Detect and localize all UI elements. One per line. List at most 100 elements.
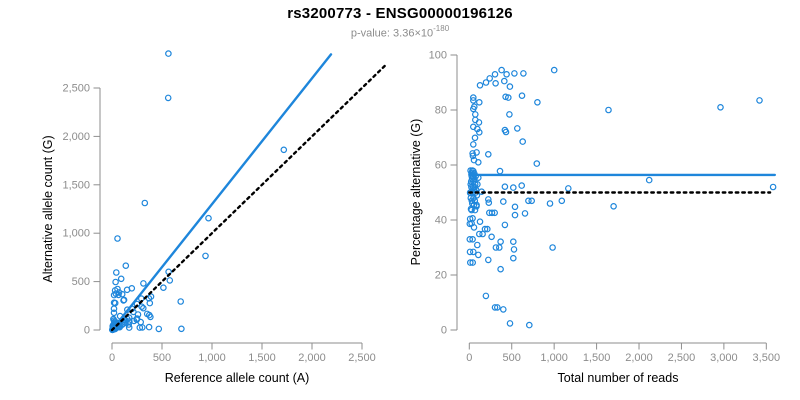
y-tick-label: 20: [435, 270, 447, 282]
data-point: [488, 209, 496, 217]
x-tick-label: 0: [109, 352, 115, 364]
data-point: [502, 128, 510, 136]
data-point: [482, 292, 490, 300]
data-point: [136, 324, 144, 331]
data-point: [525, 197, 532, 205]
data-point: [504, 94, 512, 101]
data-point: [502, 93, 509, 101]
data-point: [483, 225, 491, 233]
data-point: [280, 146, 288, 154]
data-point: [145, 323, 153, 331]
data-point: [476, 82, 484, 89]
data-point: [479, 230, 486, 238]
y-tick-label: 80: [435, 105, 447, 117]
y-tick-label: 40: [435, 215, 447, 227]
p-value-mantissa: 3.36×10: [393, 27, 434, 40]
data-point: [503, 71, 510, 78]
data-point: [467, 205, 475, 213]
data-point: [469, 167, 476, 174]
data-point: [645, 176, 653, 184]
data-point: [125, 324, 133, 331]
data-point: [122, 262, 130, 270]
data-point: [518, 182, 526, 189]
data-point: [128, 284, 136, 292]
data-point: [469, 94, 477, 101]
data-point: [466, 236, 474, 243]
p-value-label: p-value:: [350, 27, 394, 40]
data-point: [495, 244, 503, 251]
data-point: [164, 94, 172, 102]
data-point: [469, 236, 476, 243]
data-point: [473, 203, 480, 210]
data-point: [202, 252, 209, 260]
data-point: [519, 138, 527, 145]
left-x-axis-title: Reference allele count (A): [165, 371, 310, 385]
data-point: [501, 221, 509, 229]
x-tick-label: 1,000: [540, 352, 568, 364]
data-point: [509, 184, 517, 191]
data-point: [473, 149, 480, 156]
data-point: [117, 275, 125, 283]
data-point: [469, 105, 477, 113]
data-point: [499, 306, 507, 313]
data-point: [528, 197, 536, 205]
data-point: [499, 198, 507, 205]
data-point: [511, 70, 518, 77]
data-point: [509, 238, 517, 246]
data-point: [155, 325, 163, 333]
y-tick-label: 1,500: [62, 179, 90, 191]
data-point: [496, 167, 504, 175]
figure-title: rs3200773 - ENSG00000196126: [287, 5, 513, 22]
data-point: [147, 313, 154, 321]
data-point: [473, 241, 481, 249]
data-point: [471, 116, 479, 124]
y-tick-label: 0: [84, 325, 90, 337]
data-point: [491, 71, 499, 78]
identity-line: [110, 64, 387, 332]
left-y-axis-title: Alternative allele count (G): [41, 135, 55, 282]
data-point: [497, 265, 504, 273]
data-point: [140, 280, 147, 287]
data-point: [511, 211, 519, 219]
y-tick-label: 0: [441, 325, 447, 337]
data-point: [469, 152, 477, 160]
data-point: [493, 304, 501, 311]
x-tick-label: 2,000: [298, 352, 326, 364]
data-point: [160, 284, 167, 292]
data-point: [500, 77, 508, 85]
data-point: [769, 183, 777, 191]
data-point: [474, 159, 482, 166]
y-tick-label: 2,500: [62, 83, 90, 95]
data-point: [469, 97, 477, 104]
data-point: [471, 134, 479, 142]
data-point: [469, 248, 477, 256]
data-point: [484, 151, 492, 158]
data-point: [126, 318, 133, 325]
data-point: [491, 304, 499, 311]
data-point: [610, 203, 617, 210]
data-point: [475, 99, 483, 106]
x-tick-label: 1,500: [248, 352, 276, 364]
data-point: [476, 218, 484, 226]
x-tick-label: 2,500: [348, 352, 376, 364]
right-x-axis-title: Total number of reads: [558, 371, 679, 385]
data-point: [146, 299, 154, 307]
data-point: [506, 83, 514, 90]
x-tick-label: 0: [466, 352, 472, 364]
data-point: [605, 106, 612, 114]
data-point: [138, 303, 146, 311]
data-point: [473, 125, 481, 133]
x-tick-label: 1,500: [583, 352, 611, 364]
right-panel-percentage: 0 500 1,000 1,500 2,000 2,500 3,000 3,500 0 20 40 6…: [429, 50, 780, 365]
data-point: [466, 220, 474, 228]
data-point: [471, 206, 479, 214]
x-tick-label: 3,000: [710, 352, 738, 364]
data-point: [549, 244, 556, 251]
data-point: [114, 285, 121, 293]
fit-line: [110, 53, 333, 332]
data-point: [756, 97, 763, 104]
data-point: [165, 50, 172, 57]
data-point: [139, 324, 146, 331]
